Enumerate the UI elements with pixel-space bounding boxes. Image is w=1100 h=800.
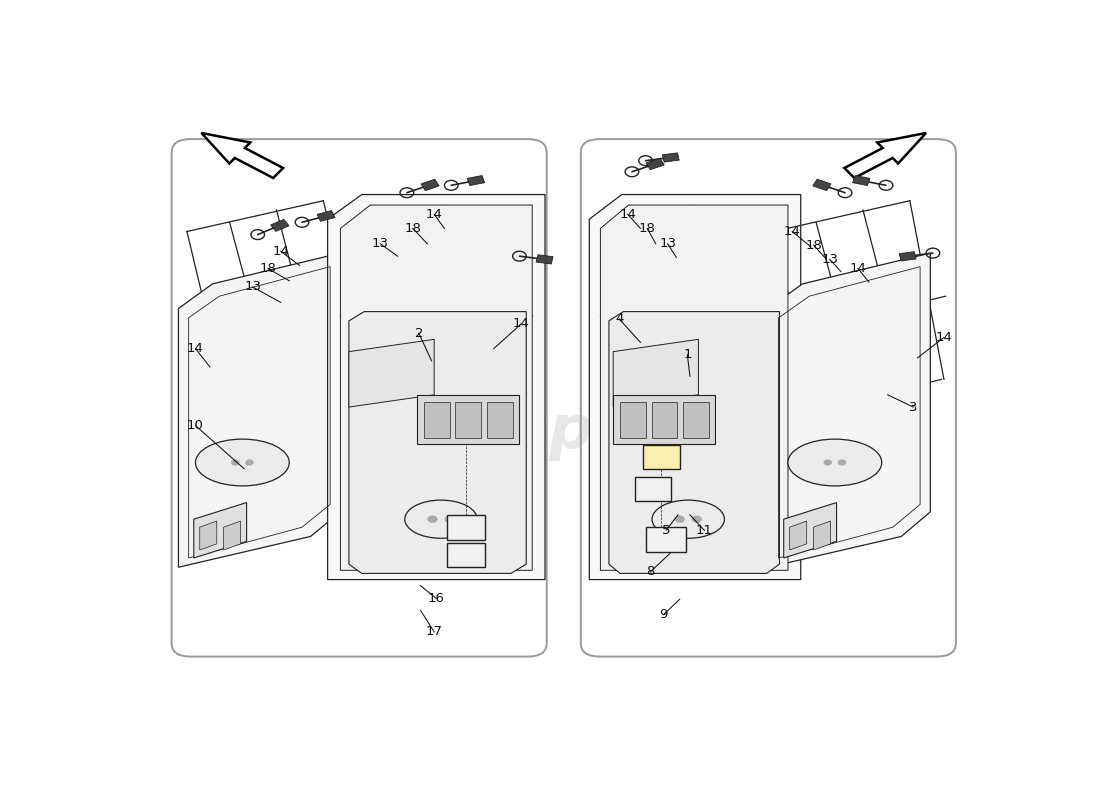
Text: 10: 10 <box>187 419 204 432</box>
Polygon shape <box>349 311 526 574</box>
Polygon shape <box>201 133 283 178</box>
Polygon shape <box>790 521 806 550</box>
Polygon shape <box>662 153 679 162</box>
Text: 18: 18 <box>260 262 276 275</box>
Polygon shape <box>417 394 519 444</box>
Polygon shape <box>455 402 481 438</box>
Circle shape <box>838 459 846 466</box>
Polygon shape <box>613 394 715 444</box>
Polygon shape <box>601 205 788 570</box>
Polygon shape <box>447 515 485 539</box>
Polygon shape <box>223 521 241 550</box>
Polygon shape <box>317 210 336 222</box>
Circle shape <box>231 459 240 466</box>
Polygon shape <box>178 253 340 567</box>
Circle shape <box>824 459 832 466</box>
Polygon shape <box>900 252 916 261</box>
Polygon shape <box>852 175 870 186</box>
Text: 2: 2 <box>415 326 424 340</box>
Polygon shape <box>194 502 246 558</box>
Polygon shape <box>651 402 678 438</box>
Text: 14: 14 <box>426 208 442 221</box>
Polygon shape <box>845 133 926 178</box>
Circle shape <box>427 515 438 523</box>
Text: 13: 13 <box>244 281 261 294</box>
Text: 9: 9 <box>659 608 668 621</box>
Circle shape <box>245 459 254 466</box>
Polygon shape <box>424 402 450 438</box>
Polygon shape <box>814 521 830 550</box>
Polygon shape <box>609 311 780 574</box>
Polygon shape <box>447 542 485 567</box>
Text: 13: 13 <box>372 238 389 250</box>
Text: 18: 18 <box>639 222 656 235</box>
Text: europ   es: europ es <box>393 402 735 462</box>
Text: 14: 14 <box>619 208 636 221</box>
Circle shape <box>674 515 685 523</box>
Text: 5: 5 <box>662 524 670 537</box>
Circle shape <box>692 515 702 523</box>
Polygon shape <box>646 527 685 552</box>
Polygon shape <box>683 402 708 438</box>
Polygon shape <box>421 179 439 190</box>
Polygon shape <box>646 158 664 170</box>
Polygon shape <box>468 175 485 186</box>
Polygon shape <box>340 205 532 570</box>
Ellipse shape <box>652 500 725 538</box>
Text: 14: 14 <box>273 245 289 258</box>
Text: 17: 17 <box>426 626 442 638</box>
Text: 13: 13 <box>822 253 838 266</box>
Text: 14: 14 <box>849 262 867 275</box>
Text: 14: 14 <box>935 331 953 344</box>
Text: 13: 13 <box>659 238 676 250</box>
Polygon shape <box>328 194 544 579</box>
Polygon shape <box>200 521 217 550</box>
Text: 14: 14 <box>187 342 204 355</box>
Polygon shape <box>271 219 289 231</box>
Text: 18: 18 <box>405 222 421 235</box>
Polygon shape <box>613 339 698 407</box>
Polygon shape <box>487 402 513 438</box>
Polygon shape <box>783 502 837 558</box>
Polygon shape <box>644 446 680 469</box>
Text: 3: 3 <box>909 401 917 414</box>
Polygon shape <box>635 478 671 501</box>
Polygon shape <box>590 194 801 579</box>
Polygon shape <box>620 402 646 438</box>
Ellipse shape <box>196 439 289 486</box>
Text: 18: 18 <box>805 238 822 251</box>
Text: 11: 11 <box>696 524 713 537</box>
Text: a passion for              since 1985: a passion for since 1985 <box>404 476 724 495</box>
Text: 4: 4 <box>615 313 624 326</box>
Polygon shape <box>536 254 553 264</box>
Text: 1: 1 <box>683 348 692 362</box>
Ellipse shape <box>405 500 477 538</box>
Polygon shape <box>813 179 830 190</box>
Text: 14: 14 <box>513 318 529 330</box>
Circle shape <box>444 515 454 523</box>
Text: 16: 16 <box>428 591 444 605</box>
Text: 14: 14 <box>784 225 801 238</box>
Polygon shape <box>349 339 434 407</box>
Text: 8: 8 <box>647 565 654 578</box>
Ellipse shape <box>788 439 882 486</box>
Polygon shape <box>768 253 931 567</box>
